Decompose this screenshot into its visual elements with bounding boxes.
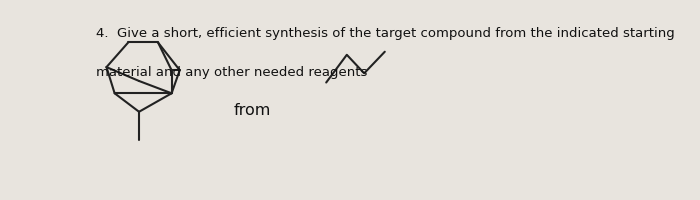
Text: from: from [234, 103, 272, 118]
Text: 4.  Give a short, efficient synthesis of the target compound from the indicated : 4. Give a short, efficient synthesis of … [96, 27, 674, 40]
Text: material and any other needed reagents: material and any other needed reagents [96, 66, 367, 79]
